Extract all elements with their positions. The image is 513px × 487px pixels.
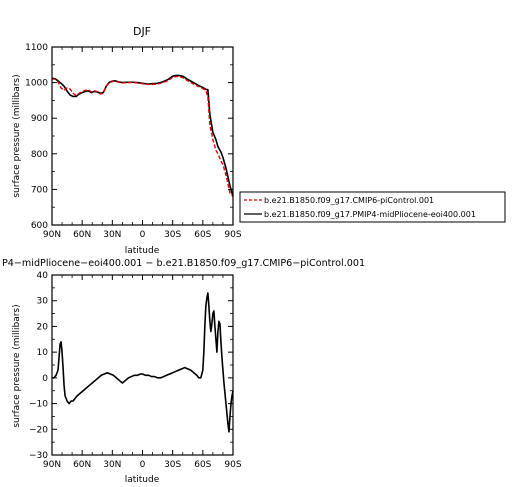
x-tick-label: 30N xyxy=(103,460,121,470)
y-tick-label: −20 xyxy=(29,425,48,435)
legend-box xyxy=(239,191,506,223)
y-tick-label: 900 xyxy=(31,114,48,124)
y-tick-label: 0 xyxy=(42,374,48,384)
x-tick-label: 0 xyxy=(140,460,146,470)
chart-top-xlabel: latitude xyxy=(125,246,160,256)
y-tick-label: 40 xyxy=(37,271,49,281)
legend-label-series-2: b.e21.B1850.f09_g17.PMIP4-midPliocene-eo… xyxy=(264,210,476,219)
y-tick-label: 600 xyxy=(31,221,48,231)
chart-bottom-series xyxy=(52,292,234,433)
y-tick-label: 700 xyxy=(31,185,48,195)
series-line-1 xyxy=(52,75,234,197)
y-tick-label: 20 xyxy=(37,322,49,332)
y-tick-label: 800 xyxy=(31,150,48,160)
y-tick-label: −10 xyxy=(29,400,48,410)
series-line-1 xyxy=(52,292,234,433)
chart-bottom-title: P4−midPliocene−eoi400.001 − b.e21.B1850.… xyxy=(2,258,365,269)
chart-top: DJF surface pressure (millibars) 90N 60N 3… xyxy=(12,25,242,256)
x-tick-label: 90S xyxy=(224,460,241,470)
legend-label-series-1: b.e21.B1850.f09_g17.CMIP6-piControl.001 xyxy=(264,196,434,205)
chart-top-series xyxy=(51,74,234,197)
chart-top-frame xyxy=(51,46,234,226)
x-tick-label: 90N xyxy=(43,230,61,240)
x-tick-label: 30S xyxy=(164,460,181,470)
y-tick-label: −30 xyxy=(29,451,48,461)
x-tick-label: 60S xyxy=(194,230,211,240)
chart-top-axes: 90N 60N 30N 0 30S 60S 90S 600 700 800 900 1000 1100 xyxy=(25,43,242,240)
x-tick-label: 60N xyxy=(73,460,91,470)
chart-bottom-axes: 90N 60N 30N 0 30S 60S 90S −30 −20 −10 0 10 20 30 40 xyxy=(29,271,242,470)
chart-top-ylabel: surface pressure (millibars) xyxy=(12,74,22,197)
chart-bottom: P4−midPliocene−eoi400.001 − b.e21.B1850.… xyxy=(2,258,365,485)
x-tick-label: 30S xyxy=(164,230,181,240)
chart-bottom-ylabel: surface pressure (millibars) xyxy=(12,304,22,427)
chart-top-title: DJF xyxy=(133,25,151,38)
x-tick-label: 0 xyxy=(140,230,146,240)
legend: b.e21.B1850.f09_g17.CMIP6-piControl.001 … xyxy=(239,191,506,223)
x-tick-label: 90N xyxy=(43,460,61,470)
x-tick-label: 60N xyxy=(73,230,91,240)
x-tick-label: 30N xyxy=(103,230,121,240)
y-tick-label: 1100 xyxy=(25,43,48,53)
y-tick-label: 10 xyxy=(37,348,49,358)
chart-bottom-xlabel: latitude xyxy=(125,475,160,485)
chart-bottom-frame xyxy=(51,274,234,456)
y-tick-label: 30 xyxy=(37,297,49,307)
x-tick-label: 90S xyxy=(224,230,241,240)
y-tick-label: 1000 xyxy=(25,79,48,89)
x-tick-label: 60S xyxy=(194,460,211,470)
